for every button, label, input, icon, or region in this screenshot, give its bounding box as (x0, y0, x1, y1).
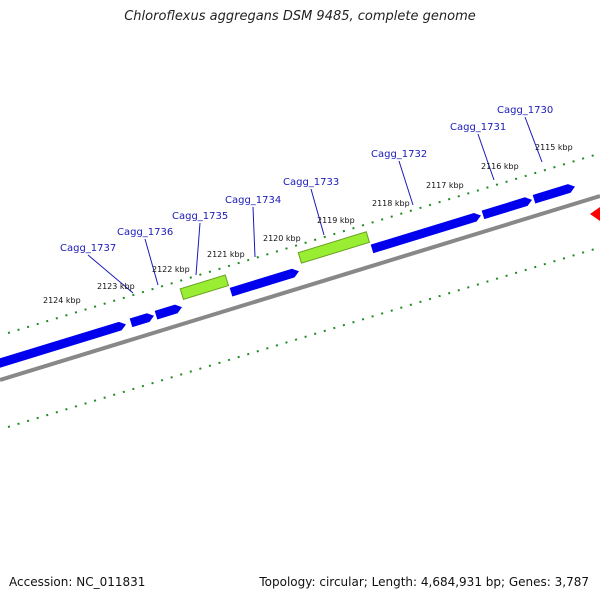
gene-Cagg_1731[interactable] (370, 211, 483, 254)
kbp-tick-label: 2116 kbp (481, 162, 519, 171)
red-feature-marker[interactable] (590, 207, 600, 221)
kbp-tick-label: 2119 kbp (317, 216, 355, 225)
leader-line-Cagg_1731 (477, 133, 495, 181)
gene-label-Cagg_1736[interactable]: Cagg_1736 (117, 227, 173, 238)
labels-layer: Cagg_1737Cagg_1736Cagg_1735Cagg_1734Cagg… (60, 105, 553, 254)
kbp-tick-label: 2122 kbp (152, 265, 190, 274)
genome-summary: Topology: circular; Length: 4,684,931 bp… (259, 575, 589, 589)
leader-line-Cagg_1736 (144, 238, 159, 286)
kbp-ticks-layer: 2124 kbp 2123 kbp 2122 kbp 2121 kbp 2120 kbp… (43, 143, 573, 305)
leaders-layer (87, 116, 543, 294)
gene-label-Cagg_1731[interactable]: Cagg_1731 (450, 122, 506, 133)
gene-label-Cagg_1735[interactable]: Cagg_1735 (172, 211, 228, 222)
gene-arrow-extra-0[interactable] (532, 182, 577, 204)
kbp-tick-label: 2123 kbp (97, 282, 135, 291)
gene-label-Cagg_1730[interactable]: Cagg_1730 (497, 105, 553, 116)
kbp-tick-label: 2120 kbp (263, 234, 301, 243)
gene-Cagg_1736[interactable] (129, 311, 156, 328)
leader-line-Cagg_1733 (310, 188, 325, 236)
genes-layer (0, 182, 577, 374)
leader-line-Cagg_1735 (195, 222, 201, 276)
kbp-tick-label: 2117 kbp (426, 181, 464, 190)
gene-Cagg_1730[interactable] (481, 196, 534, 220)
gene-Cagg_1735[interactable] (154, 303, 184, 320)
leader-line-Cagg_1732 (398, 160, 414, 206)
accession-label: Accession: NC_011831 (9, 575, 146, 589)
gene-Cagg_1732[interactable] (297, 231, 371, 264)
gene-label-Cagg_1733[interactable]: Cagg_1733 (283, 177, 339, 188)
gene-Cagg_1733[interactable] (229, 267, 301, 297)
kbp-tick-label: 2124 kbp (43, 296, 81, 305)
gene-label-Cagg_1737[interactable]: Cagg_1737 (60, 243, 116, 254)
genome-backbone (0, 194, 600, 382)
gene-Cagg_1734[interactable] (179, 274, 230, 300)
kbp-tick-label: 2115 kbp (535, 143, 573, 152)
kbp-tick-label: 2118 kbp (372, 199, 410, 208)
kbp-tick-label: 2121 kbp (207, 250, 245, 259)
gene-Cagg_1737[interactable] (0, 320, 127, 374)
gene-label-Cagg_1732[interactable]: Cagg_1732 (371, 149, 427, 160)
leader-line-Cagg_1730 (524, 116, 543, 163)
gene-label-Cagg_1734[interactable]: Cagg_1734 (225, 195, 281, 206)
leader-line-Cagg_1737 (87, 254, 134, 294)
leader-line-Cagg_1734 (252, 206, 256, 258)
map-title: Chloroflexus aggregans DSM 9485, complet… (124, 9, 476, 24)
